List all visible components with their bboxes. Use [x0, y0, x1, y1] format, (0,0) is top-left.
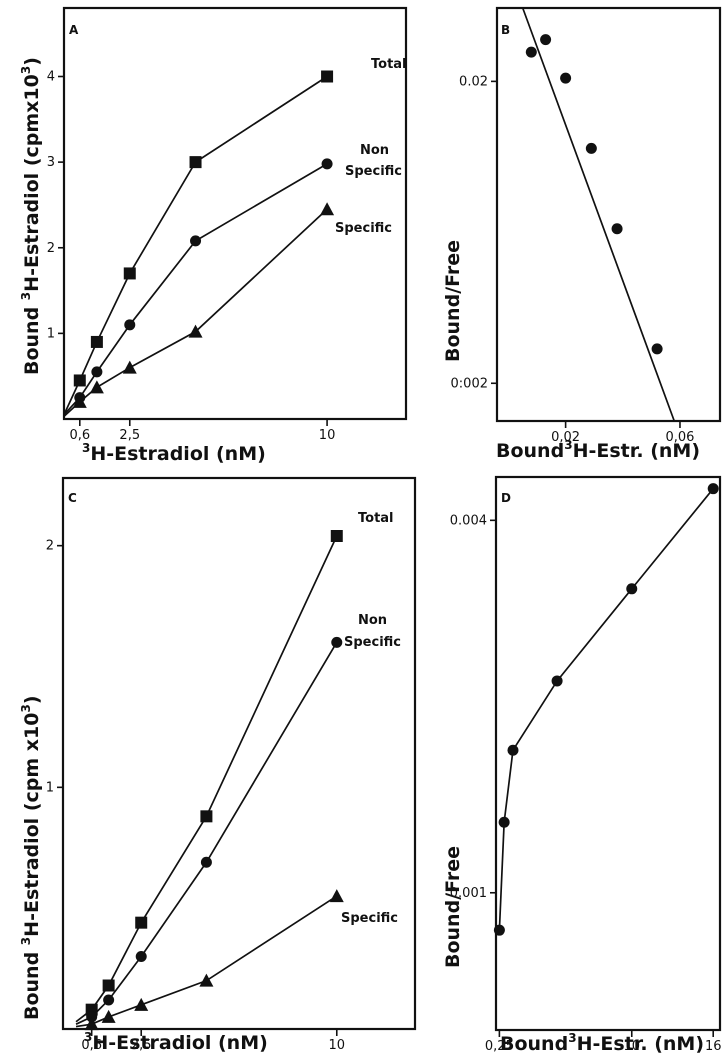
panel-c-non-specific-point [200, 856, 212, 868]
panel-c-y-axis-title: Bound 3H-Estradiol (cpm x103) [19, 695, 43, 1020]
panel-b-data-point [651, 343, 663, 355]
panel-c-total-point [135, 916, 148, 929]
panel-a-letter: A [69, 23, 79, 37]
panel-b-data-point [540, 34, 552, 46]
panel-b-y-tick-label: 0.02 [459, 74, 488, 89]
panel-d-y-axis-title: Bound/Free [442, 846, 464, 968]
panel-a-total-point [73, 374, 86, 387]
panel-c: C 0,6 2,5 10 1 2 Total Non Specific Specific… [19, 476, 417, 1054]
panel-c-frame [61, 476, 417, 1031]
panel-a: A 0,6 2,5 10 1 2 3 4 Total Non Specific Specif… [19, 6, 408, 465]
panel-c-x-axis-title: 3H-Estradiol (nM) [84, 1030, 268, 1054]
panel-c-specific-point [101, 1009, 116, 1023]
panel-b-data-point [611, 223, 623, 235]
panel-c-non-specific-point [86, 1011, 98, 1023]
panel-d-letter: D [501, 491, 511, 505]
panel-c-specific-line [75, 895, 338, 1028]
panel-d-data-point [493, 924, 505, 936]
panel-c-non-specific-point [103, 994, 115, 1006]
panel-d-x-tick-label: 10 [623, 1039, 640, 1054]
panel-c-x-tick-label: 0,6 [81, 1038, 102, 1053]
panel-c-y-tick-label: 2 [46, 539, 54, 554]
panel-c-x-tick-label: 10 [329, 1038, 346, 1053]
panel-c-specific-point [199, 973, 214, 987]
panel-d-x-axis-title: Bound3H-Estr. (nM) [500, 1031, 704, 1055]
panel-a-non-specific-point [124, 319, 136, 331]
panel-a-x-axis-title: 3H-Estradiol (nM) [82, 441, 266, 465]
panel-a-nonspecific-label-1: Non [360, 143, 389, 158]
panel-a-total-point [321, 70, 334, 83]
panel-b-y-tick-label: 0:002 [451, 376, 488, 391]
panel-c-non-specific-point [331, 636, 343, 648]
panel-a-x-tick-label: 0,6 [69, 428, 90, 443]
panel-b-x-tick-label: 0,06 [665, 430, 694, 445]
panel-a-y-tick-label: 3 [47, 155, 55, 170]
panel-a-total-point [123, 267, 136, 280]
panel-b-frame [495, 6, 722, 423]
panel-d: D 0,25 10 16 0.004 0.001 Bound/Free Bound3H-… [442, 475, 722, 1055]
panel-a-x-tick-label: 2,5 [119, 428, 140, 443]
panel-c-specific-label: Specific [341, 911, 398, 926]
panel-a-y-tick-label: 4 [47, 70, 55, 85]
panel-c-y-tick-label: 1 [46, 780, 54, 795]
panel-d-data-point [626, 583, 638, 595]
panel-a-specific-point [89, 380, 104, 394]
panel-a-x-tick-label: 10 [319, 428, 336, 443]
panel-a-total-label: Total [371, 57, 407, 72]
panel-c-non-specific-point [135, 951, 147, 962]
panel-c-specific-point [84, 1017, 99, 1031]
panel-d-data-point [498, 816, 510, 828]
panel-a-specific-point [72, 394, 87, 408]
panel-d-x-tick-label: 0,25 [485, 1039, 514, 1054]
panel-c-total-line [75, 535, 338, 1023]
panel-b-fit-line [521, 7, 676, 422]
panel-c-total-point [330, 530, 343, 542]
panel-b-y-axis-title: Bound/Free [442, 240, 464, 362]
panel-c-x-tick-label: 2,5 [131, 1038, 152, 1053]
panel-a-total-point [189, 156, 202, 169]
panel-b-x-tick-label: 0,02 [551, 430, 580, 445]
panel-d-frame [494, 475, 722, 1032]
panel-a-non-specific-point [190, 235, 202, 247]
panel-b-letter: B [501, 23, 510, 37]
panel-a-specific-point [320, 202, 335, 216]
panel-d-y-tick-label: 0.001 [450, 886, 487, 901]
panel-a-y-axis-title: Bound 3H-Estradiol (cpmx103) [19, 57, 43, 375]
panel-c-specific-point [134, 997, 149, 1011]
panel-a-nonspecific-label-2: Specific [345, 164, 402, 179]
panel-b-x-axis-title: Bound3H-Estr. (nM) [496, 438, 700, 462]
panel-a-frame [62, 6, 408, 421]
panel-c-total-point [102, 979, 115, 992]
panel-d-data-point [507, 744, 519, 756]
panel-a-non-specific-line [63, 163, 328, 416]
panel-a-total-point [90, 335, 103, 348]
panel-d-y-tick-label: 0.004 [450, 513, 487, 528]
panel-c-total-point [200, 810, 213, 823]
panel-a-specific-point [122, 360, 137, 374]
panel-d-x-tick-label: 16 [705, 1039, 722, 1054]
panel-d-curve [498, 488, 714, 931]
panel-d-data-point [551, 675, 563, 687]
panel-a-specific-point [188, 324, 203, 338]
panel-c-non-specific-line [75, 641, 338, 1025]
panel-b-data-point [560, 72, 572, 84]
panel-a-y-tick-label: 1 [47, 326, 55, 341]
panel-d-data-point [707, 483, 719, 495]
panel-a-non-specific-point [91, 366, 103, 378]
panel-c-nonspecific-label-1: Non [358, 613, 387, 628]
panel-b-data-point [525, 46, 537, 58]
panel-c-nonspecific-label-2: Specific [344, 635, 401, 650]
panel-c-letter: C [68, 491, 77, 505]
panel-c-total-label: Total [358, 511, 394, 526]
panel-c-specific-point [329, 889, 344, 903]
panel-a-non-specific-point [321, 158, 333, 170]
panel-a-y-tick-label: 2 [47, 241, 55, 256]
panel-a-specific-label: Specific [335, 221, 392, 236]
panel-b: B 0,02 0,06 0.02 0:002 Bound/Free Bound3H-E… [442, 6, 722, 462]
panel-b-data-point [585, 142, 597, 154]
